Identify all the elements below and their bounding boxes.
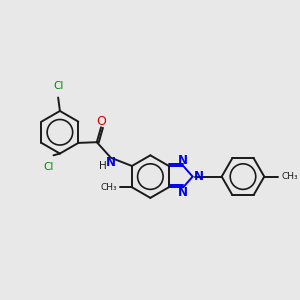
Text: O: O <box>96 115 106 128</box>
Text: N: N <box>194 170 204 183</box>
Text: N: N <box>178 154 188 167</box>
Text: CH₃: CH₃ <box>281 172 298 181</box>
Text: N: N <box>178 186 188 200</box>
Text: N: N <box>106 156 116 169</box>
Text: H: H <box>99 161 106 171</box>
Text: Cl: Cl <box>43 162 53 172</box>
Text: Cl: Cl <box>53 82 63 92</box>
Text: CH₃: CH₃ <box>100 183 117 192</box>
